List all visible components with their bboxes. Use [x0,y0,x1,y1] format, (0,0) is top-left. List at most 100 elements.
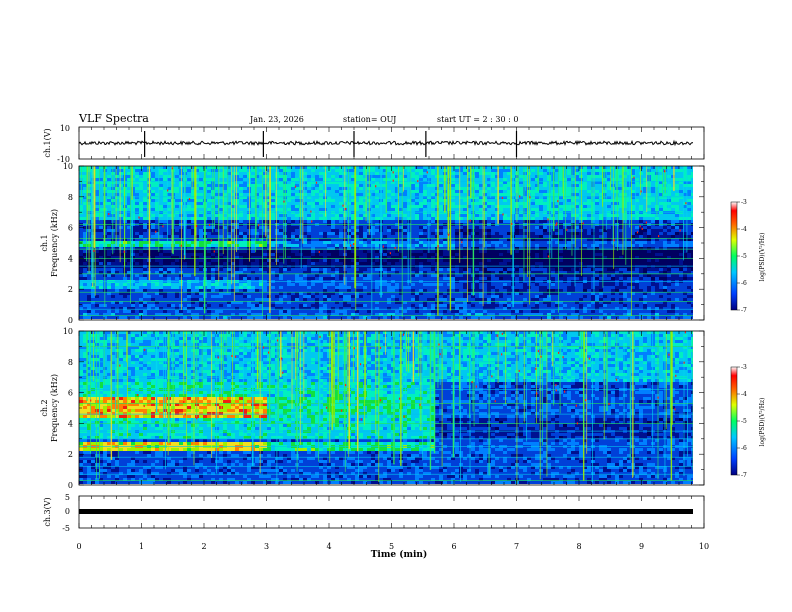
spectrogram-cell [627,181,631,184]
spectrogram-cell [243,250,247,253]
spectrogram-cell [395,271,399,274]
spectrogram-cell [479,175,483,178]
spectrogram-cell [223,220,227,223]
spectrogram-cell [575,235,579,238]
spectrogram-cell [247,196,251,199]
spectrogram-cell [555,271,559,274]
spectrogram-cell [127,199,131,202]
spectrogram-cell [359,214,363,217]
spectrogram-cell [623,181,627,184]
spectrogram-cell [347,172,351,175]
spectrogram-cell [663,244,667,247]
spectrogram-cell [411,214,415,217]
spectrogram-cell [651,178,655,181]
spectrogram-cell [595,241,599,244]
spectrogram-cell [179,208,183,211]
spectrogram-cell [467,268,471,271]
spectrogram-cell [187,220,191,223]
spectrogram-cell [191,229,195,232]
spectrogram-cell [135,271,139,274]
spectrogram-cell [79,175,83,178]
spectrogram-cell [83,247,87,250]
spectrogram-cell [155,199,159,202]
spectrogram-cell [635,244,639,247]
spectrogram-cell [587,190,591,193]
spectrogram-cell [603,208,607,211]
spectrogram-cell [527,184,531,187]
spectrogram-cell [351,169,355,172]
spectrogram-cell [351,181,355,184]
spectrogram-cell [639,178,643,181]
spectrogram-cell [523,202,527,205]
spectrogram-cell [491,232,495,235]
spectrogram-cell [619,271,623,274]
spectrogram-cell [691,220,693,223]
spectrogram-cell [247,220,251,223]
spectrogram-cell [279,205,283,208]
spectrogram-cell [399,199,403,202]
spectrogram-cell [387,214,391,217]
spectrogram-cell [567,247,571,250]
spectrogram-cell [319,184,323,187]
spectrogram-cell [115,256,119,259]
spectrogram-cell [555,166,559,169]
spectrogram-cell [583,169,587,172]
spectrogram-cell [271,190,275,193]
spectrogram-cell [363,178,367,181]
spectrogram-cell [135,190,139,193]
spectrogram-cell [539,172,543,175]
spectrogram-cell [355,205,359,208]
spectrogram-cell [659,193,663,196]
spectrogram-cell [159,259,163,262]
spectrogram-cell [595,187,599,190]
spectrogram-cell [355,229,359,232]
spectrogram-cell [179,193,183,196]
spectrogram-cell [499,184,503,187]
spectrogram-cell [651,271,655,274]
spectrogram-cell [543,193,547,196]
spectrogram-cell [311,187,315,190]
spectrogram-cell [167,193,171,196]
spectrogram-cell [167,205,171,208]
spectrogram-cell [287,256,291,259]
spectrogram-cell [519,220,523,223]
spectrogram-cell [307,205,311,208]
spectrogram-cell [363,208,367,211]
spectrogram-cell [163,241,167,244]
spectrogram-cell [435,169,439,172]
spectrogram-cell [191,169,195,172]
spectrogram-cell [627,190,631,193]
spectrogram-cell [231,178,235,181]
spectrogram-cell [419,196,423,199]
spectrogram-cell [599,268,603,271]
spectrogram-cell [527,187,531,190]
spectrogram-cell [159,175,163,178]
spectrogram-cell [327,247,331,250]
spectrogram-cell [607,226,611,229]
spectrogram-cell [627,208,631,211]
spectrogram-cell [363,217,367,220]
spectrogram-cell [547,205,551,208]
spectrogram-cell [579,190,583,193]
spectrogram-cell [79,235,83,238]
spectrogram-cell [119,235,123,238]
spectrogram-cell [559,259,563,262]
spectrogram-cell [263,271,267,274]
spectrogram-cell [387,193,391,196]
spectrogram-cell [347,226,351,229]
spectrogram-cell [615,271,619,274]
spectrogram-cell [351,268,355,271]
spectrogram-cell [499,235,503,238]
spectrogram-cell [195,220,199,223]
spectrogram-cell [311,205,315,208]
spectrogram-cell [323,235,327,238]
spectrogram-cell [459,271,463,274]
spectrogram-cell [199,232,203,235]
spectrogram-cell [311,217,315,220]
spectrogram-cell [639,208,643,211]
spectrogram-cell [487,190,491,193]
spectrogram-cell [623,175,627,178]
spectrogram-cell [451,181,455,184]
spectrogram-cell [619,229,623,232]
spectrogram-cell [287,208,291,211]
